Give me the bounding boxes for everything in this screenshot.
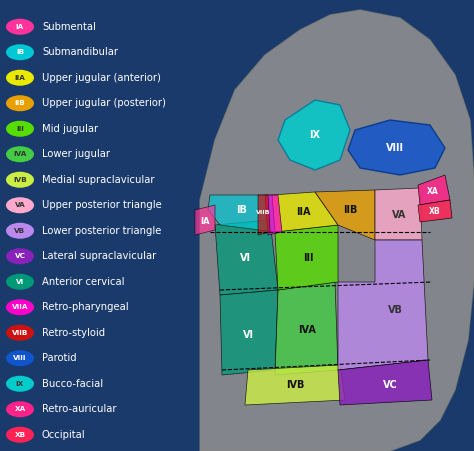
Text: VIII: VIII — [386, 143, 404, 153]
Polygon shape — [220, 290, 278, 375]
Ellipse shape — [6, 401, 34, 417]
Text: Retro-styloid: Retro-styloid — [42, 328, 105, 338]
Polygon shape — [418, 200, 452, 222]
Text: Lower jugular: Lower jugular — [42, 149, 110, 159]
Ellipse shape — [6, 19, 34, 35]
Text: IIA: IIA — [15, 75, 26, 81]
Text: XA: XA — [427, 188, 439, 197]
Polygon shape — [375, 188, 422, 240]
Text: Occipital: Occipital — [42, 430, 86, 440]
Polygon shape — [258, 195, 270, 235]
Ellipse shape — [6, 427, 34, 443]
Text: IVB: IVB — [286, 380, 304, 390]
Polygon shape — [275, 225, 338, 290]
Ellipse shape — [6, 350, 34, 366]
Text: IIB: IIB — [343, 205, 357, 215]
Text: Bucco-facial: Bucco-facial — [42, 379, 103, 389]
Text: VA: VA — [15, 202, 26, 208]
Ellipse shape — [6, 248, 34, 264]
Text: Retro-auricular: Retro-auricular — [42, 404, 117, 414]
Ellipse shape — [6, 44, 34, 60]
Ellipse shape — [6, 325, 34, 341]
Text: VA: VA — [392, 210, 406, 220]
Ellipse shape — [6, 146, 34, 162]
Text: IB: IB — [237, 205, 247, 215]
Text: IVA: IVA — [13, 151, 27, 157]
Text: IX: IX — [310, 130, 320, 140]
Polygon shape — [195, 205, 215, 235]
Text: VI: VI — [243, 330, 254, 340]
Polygon shape — [278, 100, 350, 170]
Ellipse shape — [6, 172, 34, 188]
Text: IIA: IIA — [296, 207, 310, 217]
Text: Medial supraclavicular: Medial supraclavicular — [42, 175, 155, 185]
Text: IIB: IIB — [15, 100, 26, 106]
Text: Anterior cervical: Anterior cervical — [42, 277, 125, 287]
Text: Retro-pharyngeal: Retro-pharyngeal — [42, 302, 128, 312]
Polygon shape — [348, 120, 445, 175]
Text: VC: VC — [383, 380, 397, 390]
Text: IB: IB — [16, 49, 24, 55]
Polygon shape — [338, 240, 428, 370]
Text: III: III — [16, 126, 24, 132]
Polygon shape — [272, 192, 338, 232]
Ellipse shape — [6, 223, 34, 239]
Text: Submandibular: Submandibular — [42, 47, 118, 57]
Text: Lower posterior triangle: Lower posterior triangle — [42, 226, 161, 236]
Ellipse shape — [6, 197, 34, 213]
Text: Upper posterior triangle: Upper posterior triangle — [42, 200, 162, 210]
Ellipse shape — [6, 376, 34, 392]
Text: Mid jugular: Mid jugular — [42, 124, 98, 134]
Polygon shape — [315, 190, 375, 240]
Ellipse shape — [6, 95, 34, 111]
Polygon shape — [245, 365, 345, 405]
Text: IA: IA — [16, 24, 24, 30]
Text: Parotid: Parotid — [42, 353, 77, 363]
Polygon shape — [275, 282, 338, 375]
Text: XA: XA — [14, 406, 26, 412]
Text: VIIB: VIIB — [12, 330, 28, 336]
Text: IVB: IVB — [13, 177, 27, 183]
Text: IVA: IVA — [298, 325, 316, 335]
Text: VIIA: VIIA — [12, 304, 28, 310]
Text: III: III — [303, 253, 313, 263]
Text: XB: XB — [14, 432, 26, 438]
Polygon shape — [338, 360, 432, 405]
Text: Upper jugular (anterior): Upper jugular (anterior) — [42, 73, 161, 83]
Polygon shape — [215, 220, 278, 295]
Ellipse shape — [6, 299, 34, 315]
Text: VC: VC — [15, 253, 26, 259]
Text: VB: VB — [14, 228, 26, 234]
Text: VIIB: VIIB — [256, 211, 270, 216]
Polygon shape — [208, 195, 275, 232]
Ellipse shape — [6, 274, 34, 290]
Text: VB: VB — [388, 305, 402, 315]
Ellipse shape — [6, 121, 34, 137]
Text: VI: VI — [239, 253, 250, 263]
Text: VIII: VIII — [13, 355, 27, 361]
Text: IA: IA — [200, 217, 210, 226]
Text: Upper jugular (posterior): Upper jugular (posterior) — [42, 98, 166, 108]
Polygon shape — [200, 10, 474, 451]
Text: Lateral supraclavicular: Lateral supraclavicular — [42, 251, 156, 261]
Text: IX: IX — [16, 381, 24, 387]
Text: Submental: Submental — [42, 22, 96, 32]
Polygon shape — [265, 195, 282, 235]
Text: XB: XB — [429, 207, 441, 216]
Ellipse shape — [6, 70, 34, 86]
Polygon shape — [418, 175, 450, 205]
Text: VI: VI — [16, 279, 24, 285]
